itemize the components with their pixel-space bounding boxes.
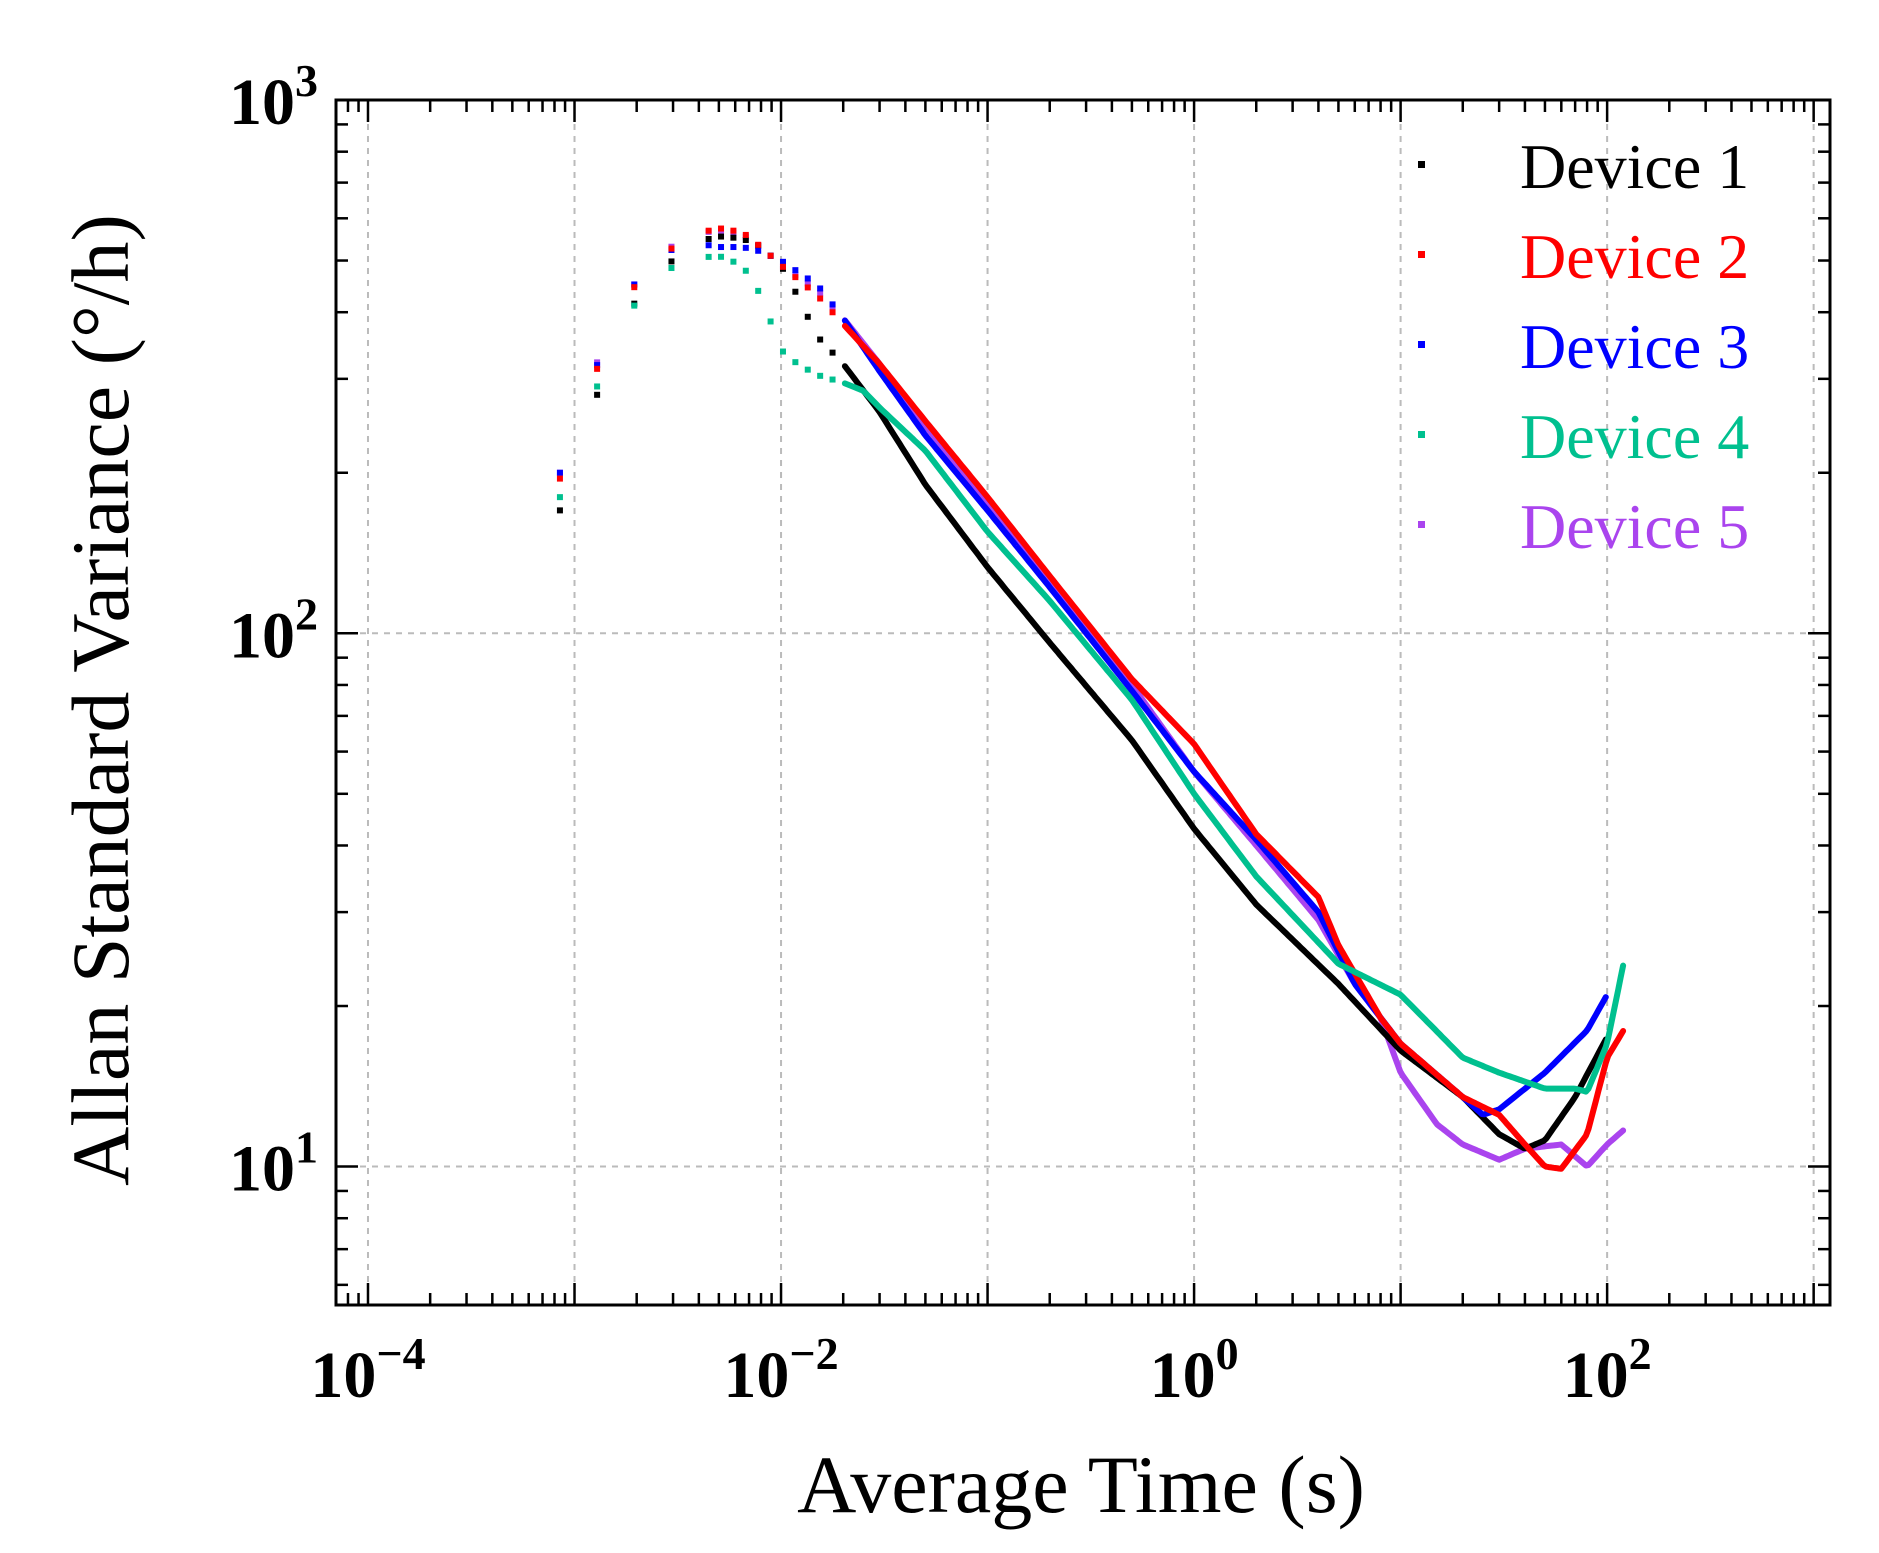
legend-marker — [1418, 251, 1425, 258]
data-point — [556, 494, 563, 501]
data-point — [767, 318, 774, 325]
data-point — [668, 258, 675, 265]
data-point — [779, 263, 786, 270]
series-line — [841, 317, 1609, 1118]
data-point — [718, 244, 725, 251]
data-point — [705, 235, 712, 242]
x-tick-label: 10−4 — [310, 1328, 425, 1412]
data-point — [829, 309, 836, 316]
data-point — [804, 280, 811, 287]
data-point — [779, 258, 786, 265]
x-tick-label: 10−2 — [723, 1328, 838, 1412]
x-tick-label: 102 — [1563, 1328, 1652, 1412]
data-point — [792, 267, 799, 274]
legend-marker — [1418, 341, 1425, 348]
data-point — [668, 265, 675, 272]
legend-label: Device 2 — [1520, 221, 1749, 292]
data-point — [817, 372, 824, 379]
data-point — [730, 258, 737, 265]
series-device-5 — [556, 227, 1627, 1169]
plot-frame — [334, 98, 1832, 1307]
data-point — [804, 284, 811, 291]
tick-layer: 10−4 10−2 100 102 101 102 103 — [229, 55, 1830, 1412]
data-point — [594, 383, 601, 390]
data-point — [730, 244, 737, 251]
data-point — [594, 391, 601, 398]
data-point — [829, 376, 836, 383]
data-point — [718, 233, 725, 240]
legend-label: Device 4 — [1520, 401, 1749, 472]
legend-label: Device 1 — [1520, 131, 1749, 202]
data-point — [804, 313, 811, 320]
data-point — [556, 469, 563, 476]
data-point — [705, 227, 712, 234]
data-point — [556, 507, 563, 514]
series-layer — [556, 225, 1627, 1172]
series-device-1 — [556, 233, 1609, 1152]
data-point — [755, 247, 762, 254]
data-point — [594, 362, 601, 369]
legend-label: Device 3 — [1520, 311, 1749, 382]
data-point — [792, 274, 799, 281]
data-point — [742, 231, 749, 238]
data-point — [705, 253, 712, 260]
legend-label: Device 5 — [1520, 491, 1749, 562]
x-axis-title: Average Time (s) — [797, 1439, 1365, 1530]
series-line — [841, 323, 1627, 1172]
data-point — [742, 237, 749, 244]
data-point — [631, 284, 638, 291]
data-point — [817, 290, 824, 297]
data-point — [829, 349, 836, 356]
data-point — [631, 302, 638, 309]
data-point — [779, 348, 786, 355]
data-point — [718, 225, 725, 232]
legend-marker — [1418, 161, 1425, 168]
data-point — [705, 242, 712, 249]
data-point — [742, 267, 749, 274]
legend: Device 1 Device 2 Device 3 Device 4 Device 5 — [1418, 131, 1749, 562]
y-axis-title: Allan Standard Variance (°/h) — [55, 214, 146, 1186]
data-point — [817, 336, 824, 343]
y-tick-label: 101 — [229, 1122, 318, 1206]
legend-marker — [1418, 431, 1425, 438]
data-point — [594, 365, 601, 372]
data-point — [829, 301, 836, 308]
data-point — [742, 244, 749, 251]
legend-marker — [1418, 521, 1425, 528]
series-line — [841, 363, 1609, 1152]
y-tick-label: 102 — [229, 588, 318, 672]
data-point — [718, 253, 725, 260]
data-point — [668, 245, 675, 252]
data-point — [730, 227, 737, 234]
x-tick-label: 100 — [1150, 1328, 1239, 1412]
data-point — [556, 475, 563, 482]
y-tick-label: 103 — [229, 55, 318, 139]
series-line — [841, 317, 1627, 1169]
series-device-2 — [556, 225, 1627, 1172]
data-point — [804, 366, 811, 373]
data-point — [804, 275, 811, 282]
series-line — [841, 380, 1627, 1095]
data-point — [792, 288, 799, 295]
data-point — [730, 234, 737, 241]
data-point — [817, 295, 824, 302]
data-point — [767, 252, 774, 259]
data-point — [792, 359, 799, 366]
data-point — [755, 241, 762, 248]
data-point — [755, 287, 762, 294]
data-point — [817, 285, 824, 292]
series-device-4 — [556, 253, 1627, 1095]
